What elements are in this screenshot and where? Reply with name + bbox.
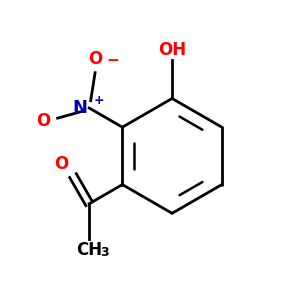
Text: N: N: [73, 99, 88, 117]
Text: O: O: [88, 50, 102, 68]
Text: O: O: [54, 155, 69, 173]
Text: +: +: [94, 94, 104, 107]
Text: 3: 3: [100, 246, 109, 260]
Text: CH: CH: [76, 241, 102, 259]
Text: OH: OH: [158, 41, 186, 59]
Text: −: −: [107, 53, 120, 68]
Text: O: O: [36, 112, 50, 130]
